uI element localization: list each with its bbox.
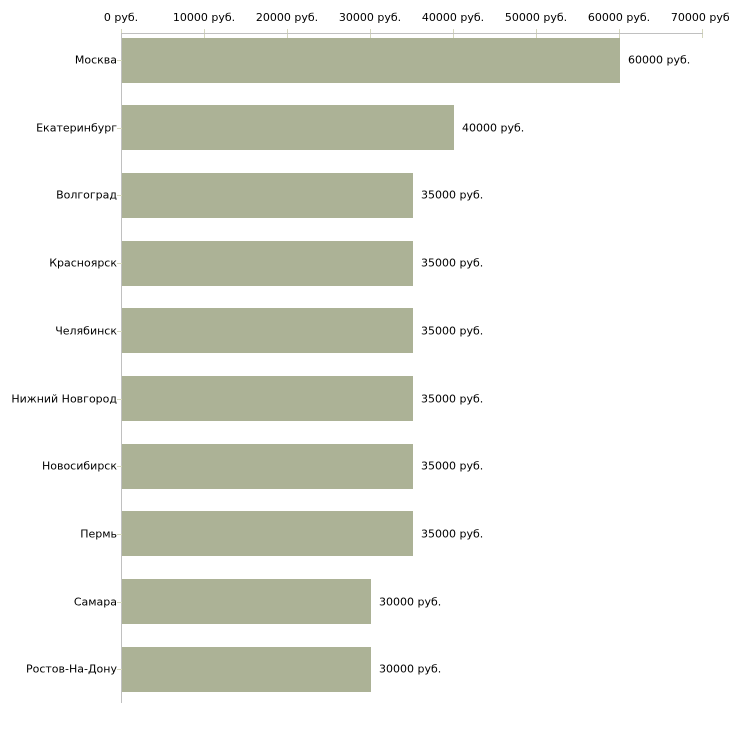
- category-label: Москва: [74, 53, 117, 67]
- category-label: Волгоград: [56, 188, 117, 202]
- category-tick: [117, 466, 122, 467]
- bar: [122, 376, 413, 421]
- x-axis-line: [121, 33, 703, 34]
- category-label: Пермь: [80, 527, 117, 541]
- bar: [122, 579, 371, 625]
- category-tick: [117, 128, 122, 129]
- bar: [122, 646, 371, 692]
- category-label: Новосибирск: [41, 459, 117, 473]
- y-axis-line: [121, 33, 122, 703]
- bar-value-label: 60000 руб.: [628, 53, 691, 67]
- x-tick-label: 60000 руб.: [587, 11, 651, 24]
- bar: [122, 511, 413, 557]
- bar-value-label: 35000 руб.: [421, 324, 484, 338]
- bar: [122, 172, 413, 218]
- x-tick-label: 50000 руб.: [504, 11, 568, 24]
- bar-value-label: 35000 руб.: [421, 527, 484, 541]
- x-tick-label: 0 руб.: [103, 11, 139, 24]
- bar: [122, 240, 413, 286]
- bar: [122, 443, 413, 489]
- category-tick: [117, 263, 122, 264]
- bar: [122, 308, 413, 354]
- category-tick: [117, 669, 122, 670]
- category-label: Самара: [73, 595, 117, 609]
- category-tick: [117, 331, 122, 332]
- category-tick: [117, 195, 122, 196]
- bar: [122, 37, 620, 83]
- category-label: Ростов-На-Дону: [25, 662, 117, 676]
- bar-value-label: 30000 руб.: [379, 662, 442, 676]
- category-tick: [117, 534, 122, 535]
- x-tick-label: 20000 руб.: [255, 11, 319, 24]
- bar-value-label: 35000 руб.: [421, 459, 484, 473]
- x-tick-label: 10000 руб.: [172, 11, 236, 24]
- category-label: Нижний Новгород: [11, 392, 117, 405]
- category-tick: [117, 399, 122, 400]
- bar-value-label: 30000 руб.: [379, 595, 442, 609]
- x-tick-label: 70000 руб.: [670, 11, 730, 24]
- bar-value-label: 35000 руб.: [421, 188, 484, 202]
- bar: [122, 105, 454, 151]
- category-tick: [117, 602, 122, 603]
- category-label: Екатеринбург: [36, 121, 117, 135]
- category-label: Красноярск: [49, 256, 117, 270]
- bar-value-label: 35000 руб.: [421, 392, 484, 405]
- x-tick-label: 40000 руб.: [421, 11, 485, 24]
- bar-value-label: 35000 руб.: [421, 256, 484, 270]
- category-label: Челябинск: [55, 324, 117, 338]
- bar-value-label: 40000 руб.: [462, 121, 525, 135]
- category-tick: [117, 60, 122, 61]
- x-tick-label: 30000 руб.: [338, 11, 402, 24]
